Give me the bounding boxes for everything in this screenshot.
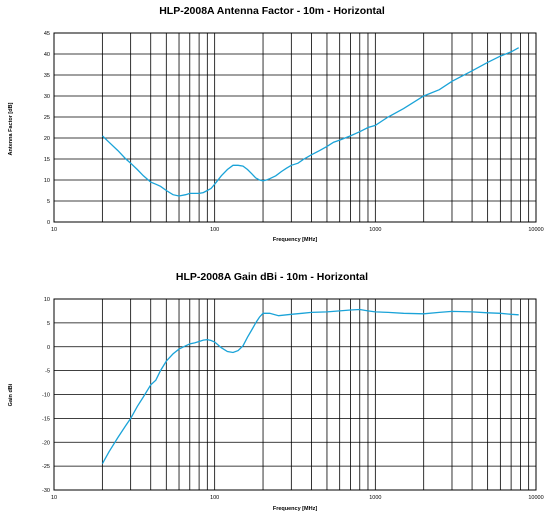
data-series-line — [101, 308, 519, 465]
x-tick-label: 1000 — [369, 227, 381, 233]
x-tick-label: 100 — [210, 227, 219, 233]
y-tick-label: 0 — [47, 220, 50, 226]
x-tick-label: 10 — [51, 495, 57, 501]
y-tick-label: 30 — [44, 94, 50, 100]
chart-gain: HLP-2008A Gain dBi - 10m - Horizontal -3… — [8, 271, 544, 512]
y-tick-labels: -30 -25 -20 -15 -10 -5 0 5 10 — [42, 297, 50, 494]
grid — [54, 32, 536, 223]
x-tick-label: 10000 — [528, 227, 543, 233]
grid — [54, 298, 536, 491]
y-tick-label: 10 — [44, 178, 50, 184]
y-axis-label: Antenna Factor [dB] — [8, 102, 14, 155]
y-tick-label: 5 — [47, 199, 50, 205]
chart-antenna-factor: HLP-2008A Antenna Factor - 10m - Horizon… — [8, 5, 544, 243]
y-tick-labels: 0 5 10 15 20 25 30 35 40 45 — [44, 31, 50, 226]
y-tick-label: -25 — [42, 464, 50, 470]
y-tick-label: -15 — [42, 416, 50, 422]
y-axis-label: Gain dBi — [8, 383, 14, 406]
y-tick-label: 45 — [44, 31, 50, 37]
x-axis-label: Frequency [MHz] — [273, 237, 317, 243]
plot-frame — [53, 32, 537, 223]
y-tick-label: 20 — [44, 136, 50, 142]
x-tick-label: 100 — [210, 495, 219, 501]
chart-title: HLP-2008A Gain dBi - 10m - Horizontal — [176, 271, 368, 283]
chart-title: HLP-2008A Antenna Factor - 10m - Horizon… — [159, 5, 385, 17]
y-tick-label: -10 — [42, 393, 50, 399]
data-series-line — [101, 47, 520, 197]
y-tick-label: 40 — [44, 52, 50, 58]
y-tick-label: 5 — [47, 321, 50, 327]
x-axis-label: Frequency [MHz] — [273, 506, 317, 512]
y-tick-label: -20 — [42, 440, 50, 446]
y-tick-label: -5 — [45, 369, 50, 375]
y-tick-label: 10 — [44, 297, 50, 303]
x-tick-labels: 10 100 1000 10000 — [51, 227, 544, 233]
x-tick-labels: 10 100 1000 10000 — [51, 495, 544, 501]
x-tick-label: 10 — [51, 227, 57, 233]
x-tick-label: 10000 — [528, 495, 543, 501]
y-tick-label: 0 — [47, 345, 50, 351]
y-tick-label: 25 — [44, 115, 50, 121]
y-tick-label: 15 — [44, 157, 50, 163]
x-tick-label: 1000 — [369, 495, 381, 501]
y-tick-label: -30 — [42, 488, 50, 494]
y-tick-label: 35 — [44, 73, 50, 79]
plot-frame — [53, 298, 537, 491]
